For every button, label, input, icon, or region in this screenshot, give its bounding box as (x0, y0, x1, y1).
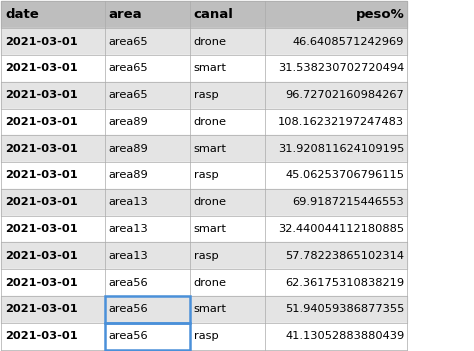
Text: rasp: rasp (194, 331, 219, 341)
Text: area65: area65 (109, 90, 148, 100)
Text: smart: smart (194, 144, 227, 154)
Bar (1, 269, 407, 296)
Text: area89: area89 (109, 144, 148, 154)
Bar (1, 296, 407, 323)
Text: 46.6408571242969: 46.6408571242969 (293, 37, 404, 47)
Text: 2021-03-01: 2021-03-01 (5, 331, 78, 341)
Text: area13: area13 (109, 197, 148, 207)
Text: 2021-03-01: 2021-03-01 (5, 304, 78, 314)
Text: area89: area89 (109, 171, 148, 180)
Text: rasp: rasp (194, 171, 219, 180)
Text: 2021-03-01: 2021-03-01 (5, 63, 78, 73)
Text: drone: drone (194, 278, 227, 288)
Text: 31.538230702720494: 31.538230702720494 (278, 63, 404, 73)
Text: 41.13052883880439: 41.13052883880439 (285, 331, 404, 341)
Text: 108.16232197247483: 108.16232197247483 (278, 117, 404, 127)
Text: 2021-03-01: 2021-03-01 (5, 251, 78, 261)
Text: area89: area89 (109, 117, 148, 127)
Text: 57.78223865102314: 57.78223865102314 (285, 251, 404, 261)
Text: drone: drone (194, 37, 227, 47)
Bar (1, 162, 407, 189)
Bar (105, 296, 190, 323)
Text: drone: drone (194, 117, 227, 127)
Text: area56: area56 (109, 278, 148, 288)
Text: rasp: rasp (194, 251, 219, 261)
Bar (1, 243, 407, 269)
Text: rasp: rasp (194, 90, 219, 100)
Bar (1, 323, 407, 350)
Text: canal: canal (194, 8, 234, 21)
Text: 2021-03-01: 2021-03-01 (5, 90, 78, 100)
Text: 32.440044112180885: 32.440044112180885 (278, 224, 404, 234)
Text: 2021-03-01: 2021-03-01 (5, 117, 78, 127)
Text: area56: area56 (109, 304, 148, 314)
Bar (1, 82, 407, 108)
Text: date: date (5, 8, 39, 21)
Text: 96.72702160984267: 96.72702160984267 (285, 90, 404, 100)
Bar (1, 28, 407, 55)
Text: 2021-03-01: 2021-03-01 (5, 171, 78, 180)
Bar (1, 189, 407, 216)
Text: 2021-03-01: 2021-03-01 (5, 144, 78, 154)
Text: area13: area13 (109, 251, 148, 261)
Text: smart: smart (194, 224, 227, 234)
Bar (105, 323, 190, 350)
Text: 31.920811624109195: 31.920811624109195 (278, 144, 404, 154)
Bar (1, 108, 407, 135)
Bar (1, 1, 407, 28)
Text: smart: smart (194, 63, 227, 73)
Text: area65: area65 (109, 37, 148, 47)
Text: 2021-03-01: 2021-03-01 (5, 37, 78, 47)
Bar (1, 216, 407, 243)
Text: area: area (109, 8, 143, 21)
Text: 2021-03-01: 2021-03-01 (5, 224, 78, 234)
Text: 69.9187215446553: 69.9187215446553 (292, 197, 404, 207)
Text: area65: area65 (109, 63, 148, 73)
Bar (1, 135, 407, 162)
Text: area56: area56 (109, 331, 148, 341)
Text: smart: smart (194, 304, 227, 314)
Text: 2021-03-01: 2021-03-01 (5, 197, 78, 207)
Bar (1, 55, 407, 82)
Text: 2021-03-01: 2021-03-01 (5, 278, 78, 288)
Text: drone: drone (194, 197, 227, 207)
Text: 45.06253706796115: 45.06253706796115 (285, 171, 404, 180)
Text: area13: area13 (109, 224, 148, 234)
Text: 51.94059386877355: 51.94059386877355 (285, 304, 404, 314)
Text: 62.36175310838219: 62.36175310838219 (285, 278, 404, 288)
Text: peso%: peso% (356, 8, 404, 21)
